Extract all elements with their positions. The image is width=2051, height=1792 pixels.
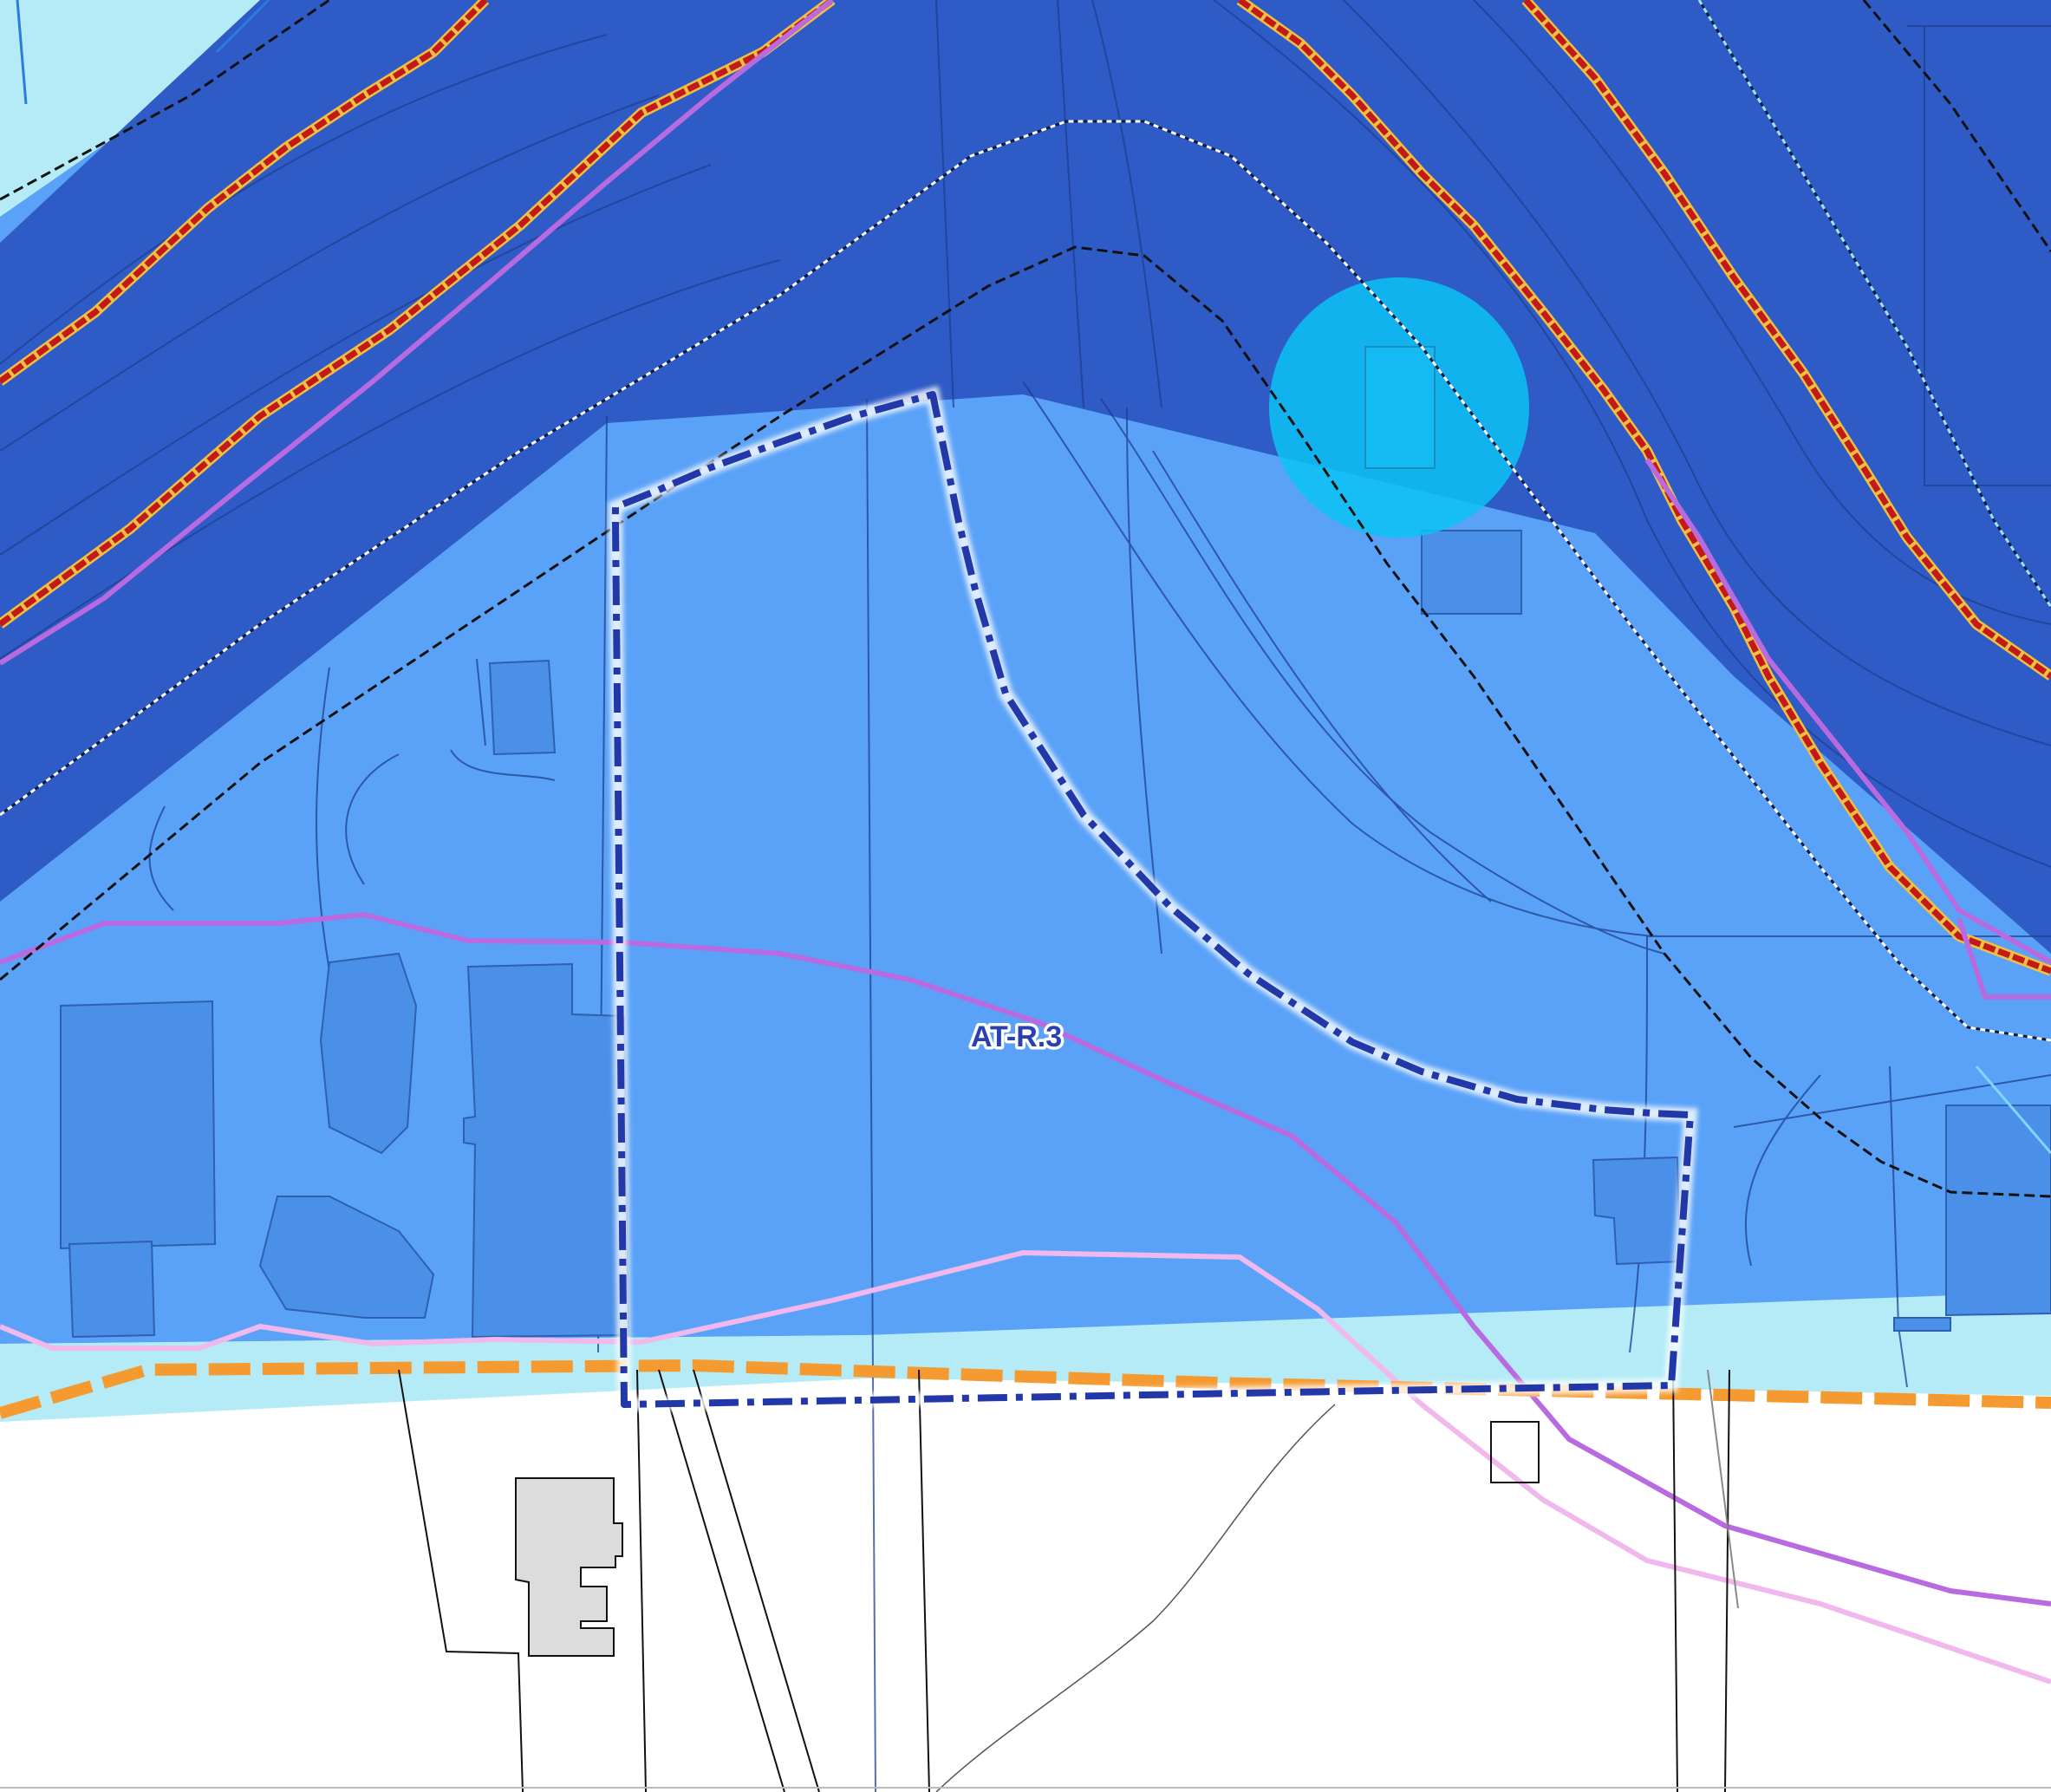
dashed-boundary-line (0, 0, 330, 201)
river-line (0, 0, 488, 384)
building (463, 962, 630, 1339)
building (1421, 530, 1522, 615)
river-line (1237, 0, 2051, 974)
pipeline-secondary (0, 1250, 2051, 1684)
outside-lines (398, 1369, 1739, 1792)
dashed-boundary-line (0, 245, 2051, 1198)
building (1893, 1317, 1951, 1332)
zone-label: AT-R.3 (971, 1020, 1062, 1053)
small-structure (1490, 1421, 1540, 1483)
building (1945, 1105, 2051, 1317)
building (68, 1240, 156, 1339)
pipeline-primary (0, 0, 834, 666)
outside-zone (0, 1378, 2051, 1792)
pipeline-primary (0, 912, 2051, 1606)
point-marker-circle[interactable] (1269, 277, 1529, 538)
pipeline-primary (1644, 458, 2051, 965)
dashed-boundary-line (1862, 0, 2051, 252)
dashed-lines (0, 0, 2051, 1198)
building-outside-zone (515, 1477, 623, 1657)
river-line (1523, 0, 2051, 679)
canal-lines (0, 0, 2051, 1154)
building (1592, 1156, 1682, 1266)
rivers (0, 0, 2051, 976)
pipelines (0, 0, 2051, 1684)
municipal-boundary (0, 1359, 2051, 1419)
building (1364, 346, 1436, 469)
buildings-in-zone (60, 346, 2051, 1339)
pipeline-primary (1957, 918, 2051, 1000)
river-line (0, 0, 835, 627)
building (60, 1000, 217, 1250)
flood-zone-low-strip (0, 1292, 2051, 1422)
building (319, 952, 418, 1155)
building (258, 1196, 435, 1319)
building (488, 659, 557, 756)
area-boundary-at-r3[interactable] (609, 386, 1698, 1412)
flood-zone-high (0, 0, 2051, 954)
